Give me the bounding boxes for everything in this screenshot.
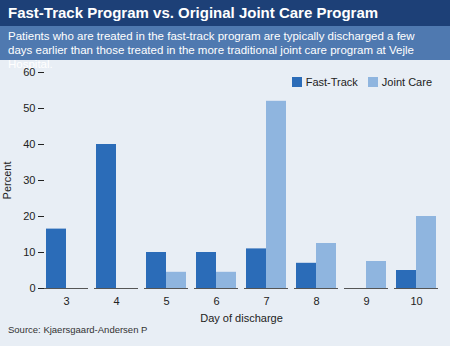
svg-text:10: 10	[23, 246, 35, 258]
svg-text:Day of discharge: Day of discharge	[200, 312, 283, 324]
svg-text:3: 3	[63, 295, 69, 307]
svg-text:7: 7	[263, 295, 269, 307]
svg-text:20: 20	[23, 210, 35, 222]
svg-text:5: 5	[163, 295, 169, 307]
svg-text:4: 4	[113, 295, 119, 307]
svg-text:50: 50	[23, 102, 35, 114]
svg-text:0: 0	[29, 282, 35, 294]
svg-text:30: 30	[23, 174, 35, 186]
svg-text:9: 9	[363, 295, 369, 307]
svg-text:Percent: Percent	[1, 162, 13, 200]
svg-text:8: 8	[313, 295, 319, 307]
svg-text:40: 40	[23, 138, 35, 150]
svg-text:6: 6	[213, 295, 219, 307]
svg-text:10: 10	[410, 295, 422, 307]
svg-text:60: 60	[23, 66, 35, 78]
